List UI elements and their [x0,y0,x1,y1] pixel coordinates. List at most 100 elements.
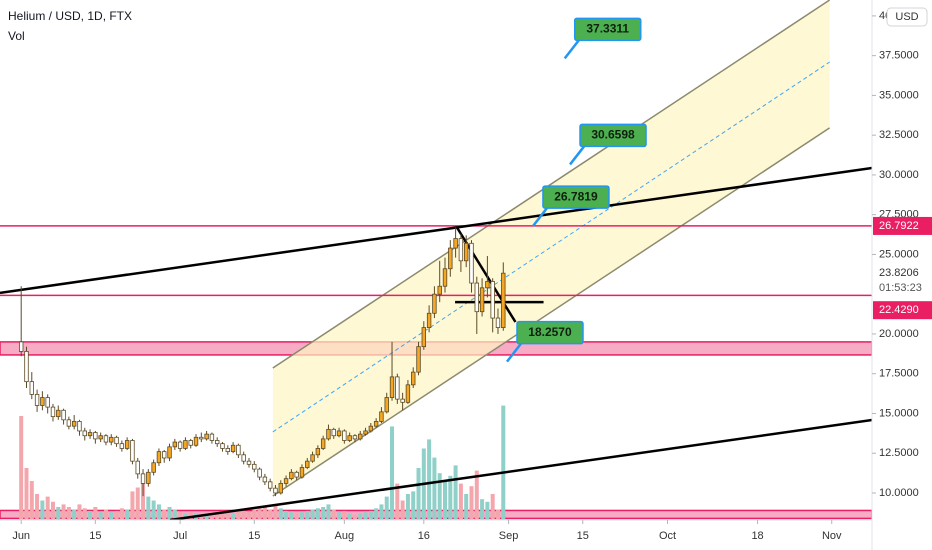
y-tick-label: 37.5000 [879,50,919,62]
candle-body [320,438,326,449]
volume-bar [315,508,320,520]
callout-label: 18.2570 [528,325,572,339]
candle-body [363,430,368,435]
candle-body [93,432,98,440]
candle-body [347,435,352,441]
x-tick-label: Sep [499,530,519,542]
candle-body [215,440,220,445]
candle-body [442,268,448,287]
callout-label: 26.7819 [554,189,598,203]
candle-body [485,281,490,289]
candle-body [241,454,246,462]
candle-body [45,397,50,408]
candle-body [448,247,453,270]
volume-bar [35,494,40,520]
volume-bar [342,510,347,520]
candle-body [262,476,268,483]
volume-bar [241,510,246,520]
candle-body [283,478,289,484]
y-tick-label: 15.0000 [879,407,919,419]
price-label: 26.7922 [879,220,919,232]
candle-body [342,430,347,441]
volume-bar [453,465,458,520]
volume-bar [321,507,326,520]
volume-label: Vol [8,29,25,43]
volume-bar [215,513,220,520]
candle-body [411,371,416,386]
callout-pointer [531,207,548,227]
candle-body [495,317,501,328]
callout-pointer [563,39,580,60]
candle-body [278,483,283,494]
volume-bar [204,513,209,520]
candle-body [236,444,241,456]
candle-body [326,428,331,440]
candle-body [114,436,119,445]
candle-body [421,327,427,348]
volume-bar [61,504,66,520]
volume-bar [363,512,368,520]
candle-body [177,441,183,449]
volume-bar [24,468,29,520]
candle-body [384,397,389,413]
x-tick-label: Aug [335,530,355,542]
volume-bar [220,510,225,520]
volume-bar [474,470,479,520]
volume-bar [103,509,108,520]
candle-body [305,460,310,468]
candle-body [389,376,395,398]
volume-bar [98,512,103,520]
candle-body [183,440,188,449]
volume-bar [209,512,214,520]
volume-bar [135,487,140,520]
callout-box [516,320,584,345]
volume-bar [156,504,161,520]
candle-body [71,421,77,427]
volume-bar [167,507,172,520]
callout-label: 30.6598 [591,128,635,142]
volume-bar [437,473,442,520]
candle-body [140,473,146,484]
volume-bar [464,494,469,520]
y-tick-label: 17.5000 [879,368,919,380]
candle-body [416,346,421,373]
candle-body [124,440,130,449]
volume-bar [395,483,400,520]
candle-body [432,293,437,314]
x-tick-label: Jun [12,530,30,542]
y-tick-label: 10.0000 [879,487,919,499]
x-tick-label: Nov [822,530,842,542]
currency-button[interactable] [886,7,928,27]
candle-body [50,406,56,418]
volume-bar [151,500,156,520]
candle-body [352,435,358,440]
candle-body [77,421,82,432]
candle-body [315,448,321,456]
volume-bar [130,491,135,520]
volume-bar [125,509,130,520]
candle-body [267,481,273,489]
candle-body [474,282,479,313]
volume-bar [172,509,177,520]
volume-bar [379,504,384,520]
x-tick-label: 18 [751,530,763,542]
y-tick-label: 20.0000 [879,328,919,340]
volume-bar [289,512,294,520]
candle-body [294,471,299,478]
volume-bar [326,504,331,520]
volume-bar [231,513,236,520]
candle-body [172,441,178,448]
candle-body [87,432,93,437]
candle-body [199,436,204,440]
currency-label[interactable]: USD [895,11,918,23]
countdown-label: 01:53:23 [879,282,922,294]
candle-body [395,376,400,400]
volume-bar [443,481,448,520]
candle-body [373,421,379,427]
volume-bar [490,494,495,520]
candle-body [98,435,103,440]
volume-bar [109,512,114,520]
candle-body [358,433,363,440]
volume-bar [262,507,267,520]
